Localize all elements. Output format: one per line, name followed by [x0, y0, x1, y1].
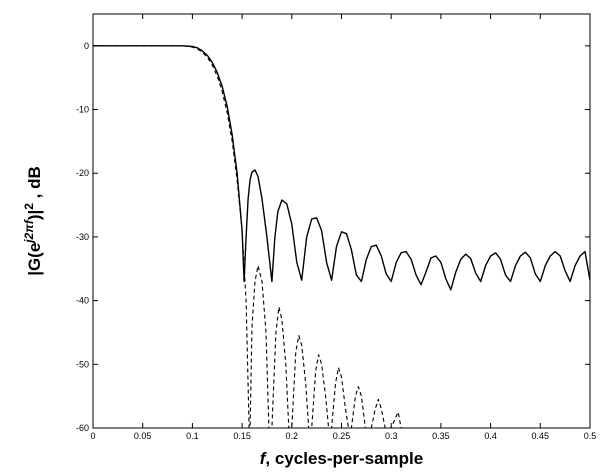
x-tick-label: 0.25	[333, 431, 351, 441]
y-axis-title-part-1: |G(e	[25, 243, 44, 276]
x-tick-label: 0.5	[584, 431, 597, 441]
y-tick-label: -60	[76, 423, 89, 433]
y-tick-label: -20	[76, 168, 89, 178]
y-axis-title-square: 2	[22, 203, 36, 210]
ticks-layer: 0 0.05 0.1 0.15 0.2 0.25 0.3 0.35 0.4 0.45 0.5 0 -10…	[76, 14, 596, 441]
y-tick-label: 0	[84, 41, 89, 51]
x-tick-label: 0.45	[532, 431, 550, 441]
y-tick-label: -50	[76, 359, 89, 369]
x-tick-label: 0.15	[233, 431, 251, 441]
y-axis-title-unit: , dB	[25, 166, 44, 203]
series-line-solid	[93, 45, 591, 291]
y-tick-label: -10	[76, 105, 89, 115]
y-tick-label: -30	[76, 232, 89, 242]
x-tick-label: 0.3	[385, 431, 398, 441]
x-tick-label: 0.35	[432, 431, 450, 441]
series-layer	[93, 45, 591, 429]
plot-frame	[92, 13, 591, 429]
x-tick-label: 0	[90, 431, 95, 441]
x-axis-title: f, cycles-per-sample	[260, 449, 423, 468]
y-tick-label: -40	[76, 296, 89, 306]
y-axis-title: |G(ej2πf)|2 , dB	[22, 166, 44, 276]
x-axis-unit: , cycles-per-sample	[265, 449, 423, 468]
x-tick-label: 0.4	[484, 431, 497, 441]
x-tick-label: 0.1	[186, 431, 199, 441]
x-tick-label: 0.2	[286, 431, 299, 441]
y-axis-title-part-2: )|	[25, 210, 44, 220]
x-tick-label: 0.05	[134, 431, 152, 441]
y-axis-title-exponent: j2πf	[22, 219, 36, 245]
x-axis-variable: f	[260, 449, 268, 468]
series-line-dashed	[93, 45, 402, 429]
